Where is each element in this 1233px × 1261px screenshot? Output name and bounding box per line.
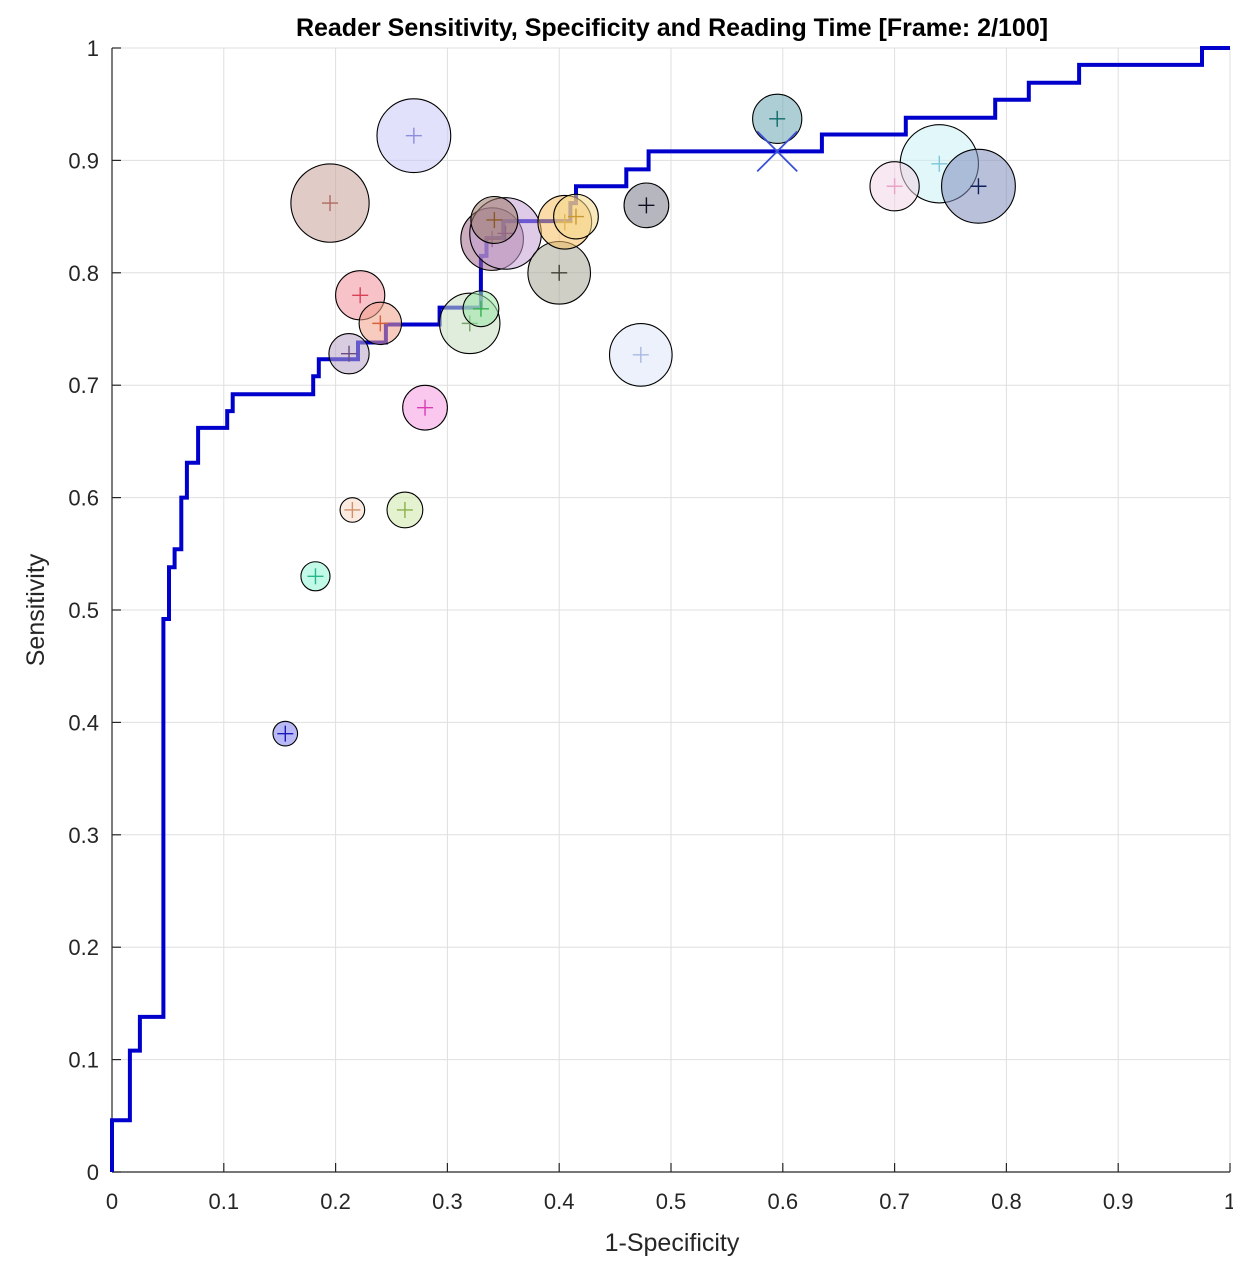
reader-point	[339, 497, 366, 523]
reader-point	[752, 93, 803, 144]
x-tick-label: 0.5	[656, 1189, 687, 1214]
x-axis-title: 1-Specificity	[605, 1229, 740, 1257]
y-tick-label: 0	[87, 1160, 99, 1185]
y-tick-label: 0.3	[68, 823, 99, 848]
reader-point	[462, 290, 500, 328]
y-tick-label: 0.7	[68, 373, 99, 398]
y-tick-label: 0.9	[68, 148, 99, 173]
reader-point	[300, 561, 331, 592]
operating-point-layer	[756, 130, 798, 173]
operating-point-marker	[756, 130, 798, 173]
y-tick-label: 1	[87, 36, 99, 61]
reader-point	[869, 161, 920, 212]
x-tick-label: 0.2	[320, 1189, 351, 1214]
x-tick-label: 0.9	[1103, 1189, 1134, 1214]
reader-point	[608, 322, 673, 387]
reader-point	[358, 301, 403, 346]
x-tick-label: 0.1	[209, 1189, 240, 1214]
reader-point	[941, 148, 1016, 224]
reader-bubbles-layer	[272, 93, 1016, 747]
y-tick-label: 0.5	[68, 598, 99, 623]
x-tick-label: 0.6	[768, 1189, 799, 1214]
x-tick-label: 0.7	[879, 1189, 910, 1214]
x-tick-label: 0.8	[991, 1189, 1022, 1214]
y-tick-label: 0.1	[68, 1048, 99, 1073]
reader-point	[290, 163, 370, 243]
x-tick-label: 0.3	[432, 1189, 463, 1214]
axes: 0 0.1 0.2 0.3 0.4 0.5 0.6 0.7 0.8 0.9 1 0 0.1 0.2 0.3 0…	[68, 36, 1233, 1214]
y-tick-label: 0.6	[68, 486, 99, 511]
reader-point	[376, 98, 452, 174]
operating-point-stroke	[756, 130, 798, 173]
reader-point	[470, 195, 519, 245]
x-tick-label: 0.4	[544, 1189, 575, 1214]
reader-point	[328, 333, 370, 375]
reader-point	[553, 193, 599, 240]
reader-point	[623, 182, 670, 229]
chart-title: Reader Sensitivity, Specificity and Read…	[296, 14, 1048, 42]
reader-point	[272, 720, 299, 747]
reader-point	[527, 240, 592, 305]
x-tick-label: 0	[106, 1189, 118, 1214]
y-tick-label: 0.2	[68, 935, 99, 960]
y-axis-title: Sensitivity	[22, 553, 50, 666]
reader-point	[402, 384, 448, 431]
y-tick-label: 0.8	[68, 261, 99, 286]
y-tick-label: 0.4	[68, 710, 99, 735]
x-tick-label: 1	[1224, 1189, 1233, 1214]
reader-point	[386, 491, 424, 529]
